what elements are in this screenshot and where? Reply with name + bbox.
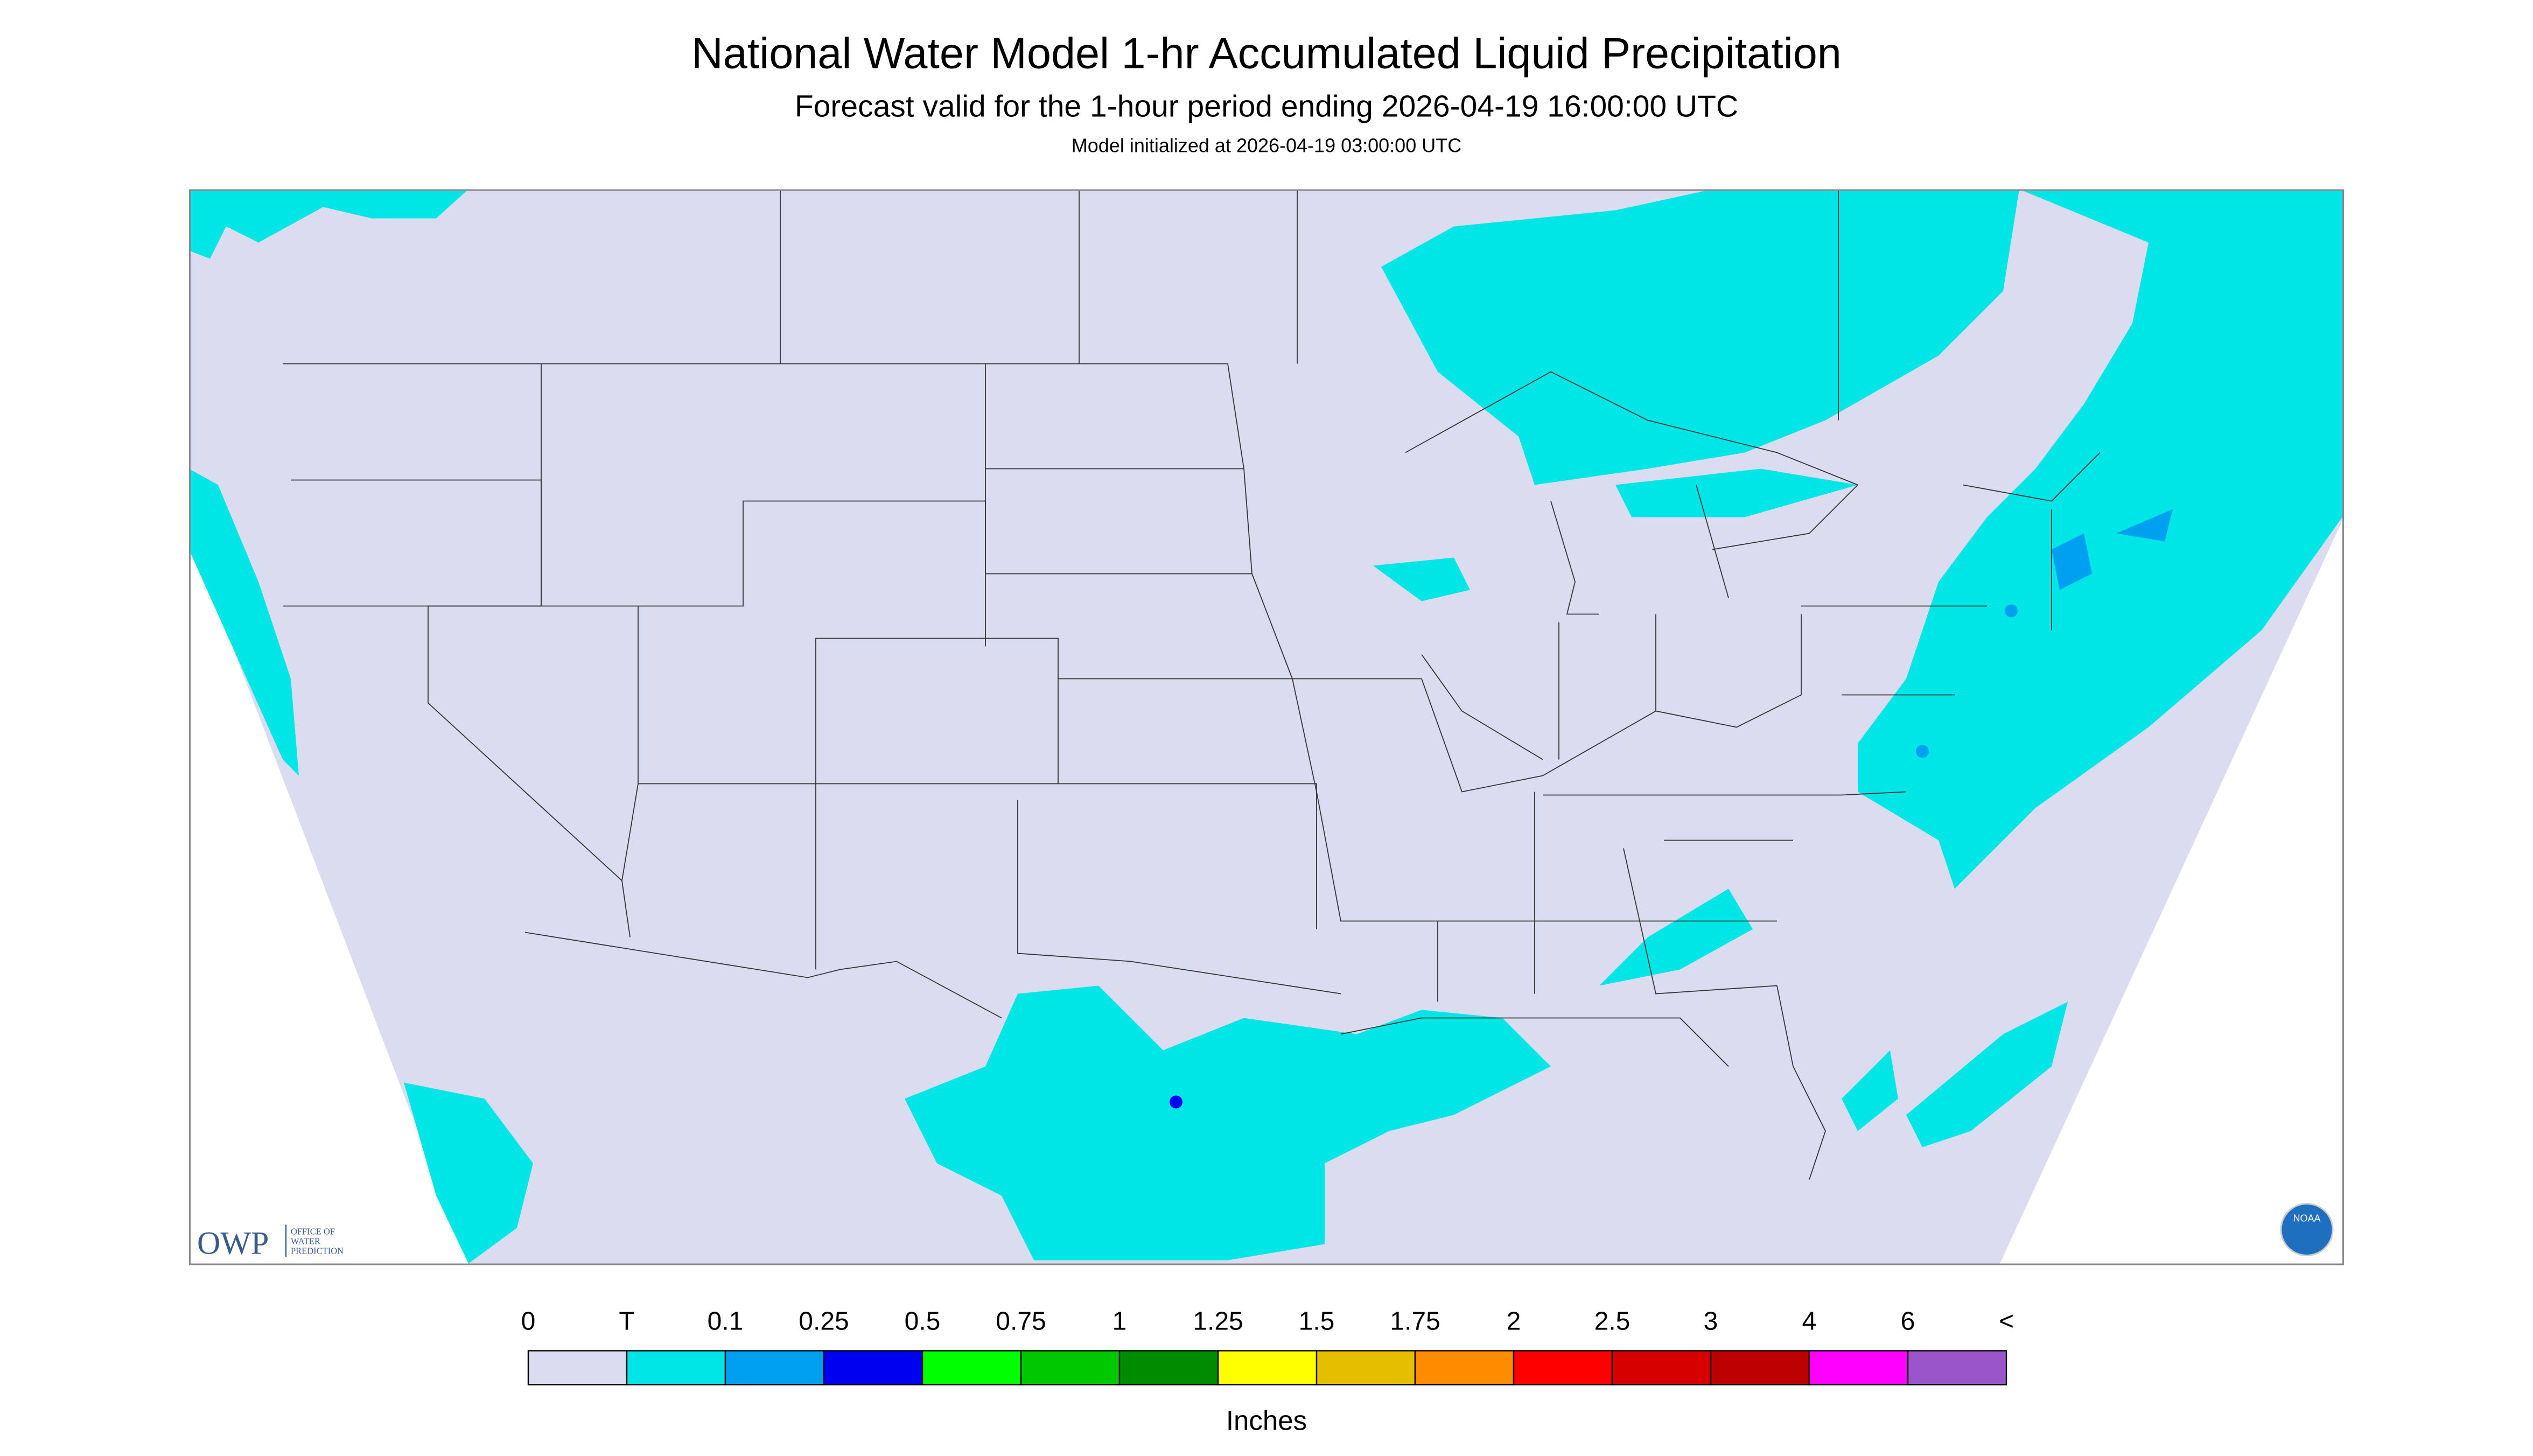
legend-swatch xyxy=(1316,1350,1416,1385)
legend-label: 0.5 xyxy=(905,1307,941,1336)
legend-swatch xyxy=(527,1350,628,1385)
domain xyxy=(189,189,2342,1264)
subtitle: Forecast valid for the 1-hour period end… xyxy=(795,89,1738,124)
legend-swatch xyxy=(724,1350,825,1385)
legend-swatch xyxy=(1217,1350,1318,1385)
legend-label: 2 xyxy=(1507,1307,1521,1336)
owp-logo: OWP xyxy=(197,1226,269,1261)
legend-swatch xyxy=(1907,1350,2007,1385)
legend-label: 3 xyxy=(1704,1307,1718,1336)
legend-label: 2.5 xyxy=(1594,1307,1631,1336)
noaa-logo xyxy=(2280,1203,2334,1256)
legend-swatch xyxy=(1710,1350,1810,1385)
legend-label: T xyxy=(619,1307,634,1336)
owp-line: PREDICTION xyxy=(291,1246,344,1256)
init-note: Model initialized at 2026-04-19 03:00:00… xyxy=(1072,135,1461,157)
precip-heavier xyxy=(1916,509,2173,758)
noaa-text: NOAA xyxy=(2293,1213,2320,1224)
precip-areas xyxy=(189,189,2342,1264)
boundaries xyxy=(283,189,2101,1180)
legend: 0 T 0.1 0.25 0.5 0.75 1 1.25 1.5 1.75 2 2.5 3 4 6 < xyxy=(521,1307,2014,1385)
legend-label: 0.1 xyxy=(708,1307,744,1336)
map: OWP OFFICE OF WATER PREDICTION NOAA xyxy=(189,189,2344,1265)
legend-swatch xyxy=(1808,1350,1909,1385)
legend-label: 4 xyxy=(1802,1307,1817,1336)
legend-label: 1.25 xyxy=(1193,1307,1243,1336)
owp-line: OFFICE OF xyxy=(291,1227,335,1237)
legend-label: < xyxy=(1999,1307,2014,1336)
legend-swatch xyxy=(921,1350,1022,1385)
legend-label: 1.5 xyxy=(1299,1307,1335,1336)
precip-heaviest xyxy=(1170,1095,1182,1109)
title: National Water Model 1-hr Accumulated Li… xyxy=(691,30,1842,78)
owp-line: WATER xyxy=(291,1236,320,1247)
legend-label: 0.25 xyxy=(799,1307,849,1336)
legend-swatch xyxy=(1118,1350,1219,1385)
map-frame xyxy=(189,189,2344,1265)
legend-label: 0 xyxy=(521,1307,536,1336)
owp-text: OFFICE OF WATER PREDICTION xyxy=(291,1227,344,1256)
legend-swatch xyxy=(1611,1350,1712,1385)
legend-swatch xyxy=(823,1350,923,1385)
legend-units: Inches xyxy=(1226,1405,1307,1436)
legend-swatch xyxy=(626,1350,726,1385)
legend-swatch xyxy=(1513,1350,1613,1385)
legend-swatch xyxy=(1020,1350,1121,1385)
legend-swatch xyxy=(1414,1350,1515,1385)
legend-label: 0.75 xyxy=(996,1307,1046,1336)
legend-label: 6 xyxy=(1901,1307,1915,1336)
legend-label: 1.75 xyxy=(1390,1307,1440,1336)
legend-label: 1 xyxy=(1112,1307,1127,1336)
